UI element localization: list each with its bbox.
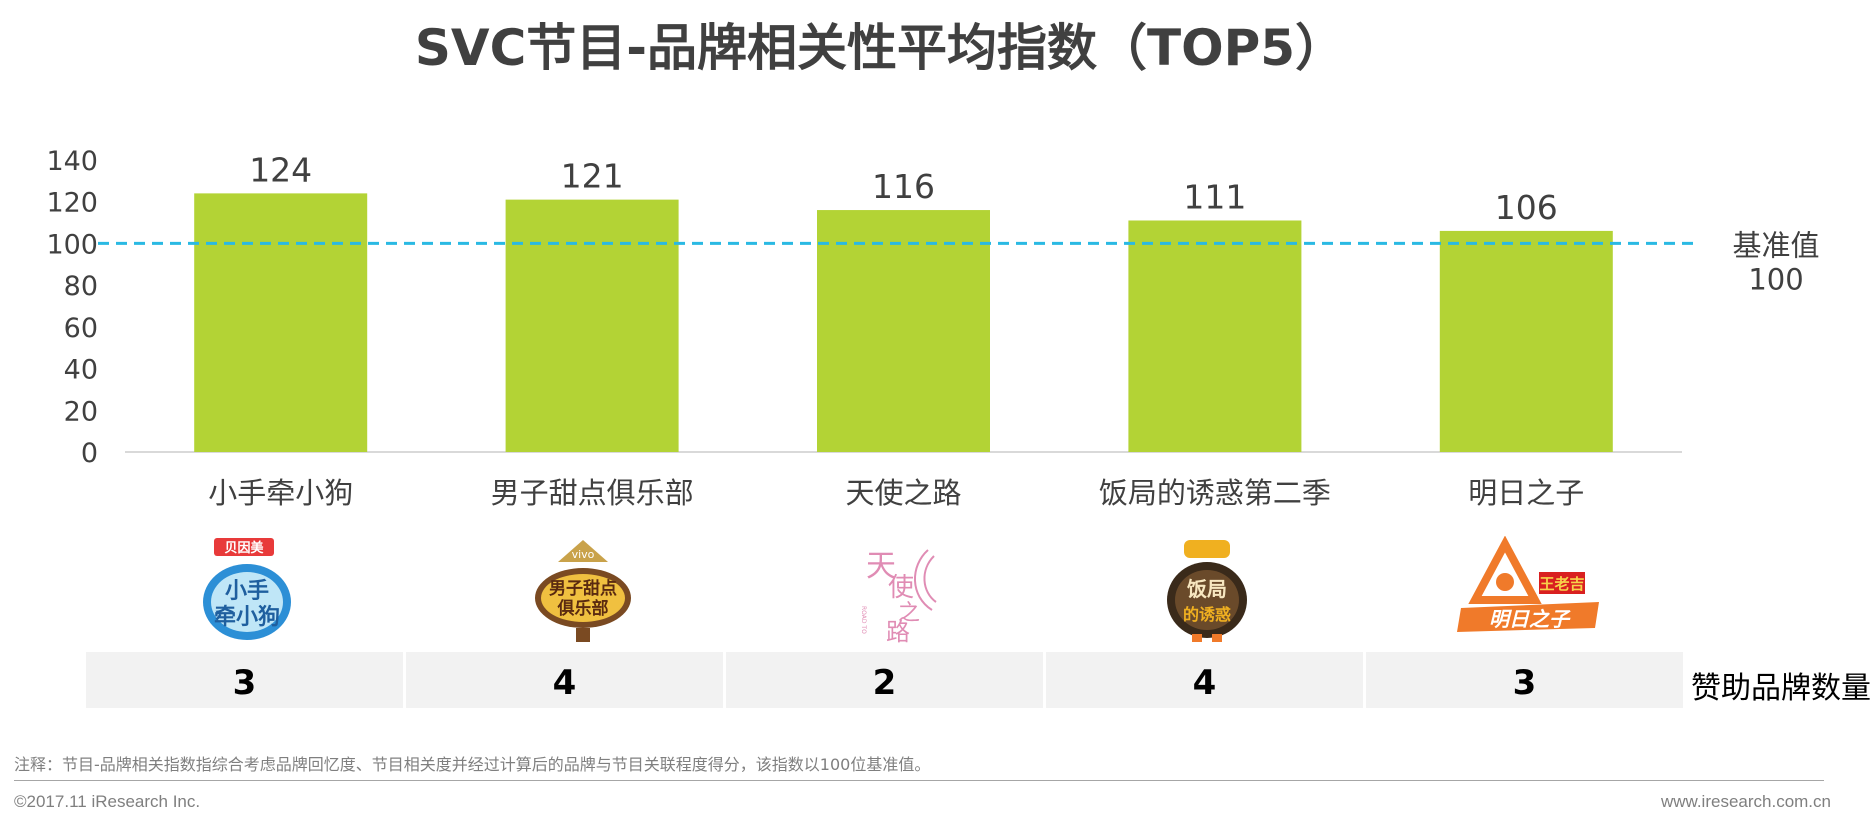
svg-text:明日之子: 明日之子 [1489,607,1571,631]
y-tick-label: 100 [46,229,98,260]
sponsor-count-label: 赞助品牌数量 [1691,671,1871,706]
svg-text:饭局: 饭局 [1187,577,1227,601]
svg-text:的诱惑: 的诱惑 [1183,605,1231,624]
svg-text:王老吉: 王老吉 [1539,575,1584,593]
footer-divider [14,780,1824,781]
baseline-value-label: 100 [1748,262,1803,296]
bar-value-label: 116 [872,167,935,206]
bar [1439,230,1613,452]
tianshi-zhilu-logo-icon: 天 使 之 路 ROAD TO [840,536,950,646]
bars [194,193,1613,452]
svg-text:小手: 小手 [225,579,269,604]
category-label: 小手牵小狗 [208,476,353,510]
svg-text:天: 天 [866,549,896,584]
category-label: 饭局的诱惑第二季 [1099,476,1331,510]
category-label: 天使之路 [845,476,961,510]
page-title: SVC节目-品牌相关性平均指数（TOP5） [414,19,1346,77]
bar [817,210,990,452]
svg-text:贝因美: 贝因美 [224,540,264,556]
svg-text:之: 之 [898,601,920,626]
fanju-de-youhuo-logo-icon: 饭局 的诱惑 [1152,536,1262,644]
sponsor-count-cell: 4 [406,652,723,708]
svg-text:使: 使 [888,573,914,603]
sponsor-count-cell: 2 [726,652,1043,708]
svg-text:俱乐部: 俱乐部 [557,598,609,619]
svg-text:ROAD TO: ROAD TO [860,606,867,634]
xiaoshou-qian-xiaogou-logo-icon: 贝因美 小手 牵小狗 [192,536,302,644]
bar [505,199,679,452]
y-tick-label: 40 [64,355,98,386]
y-axis-ticks: 0 20 40 60 80 100 120 140 [46,146,98,469]
svg-text:路: 路 [886,618,910,644]
baseline-label: 基准值 [1732,228,1819,262]
svg-text:男子甜点: 男子甜点 [549,578,617,599]
y-tick-label: 120 [46,188,98,219]
sponsor-count-cell: 3 [86,652,403,708]
sponsor-count-cell: 4 [1046,652,1363,708]
bar-value-label: 106 [1495,188,1558,227]
website-link: www.iresearch.com.cn [1660,792,1831,811]
nanzi-tiandian-julebu-logo-icon: vivo 男子甜点 俱乐部 [528,536,638,644]
bar [194,193,368,452]
y-tick-label: 80 [64,271,98,302]
y-tick-label: 0 [81,438,98,469]
mingri-zhizi-logo-icon: 王老吉 明日之子 [1455,535,1605,644]
svg-text:牵小狗: 牵小狗 [214,605,280,630]
category-label: 明日之子 [1468,476,1584,510]
y-tick-label: 20 [64,396,98,427]
category-labels: 小手牵小狗 男子甜点俱乐部 天使之路 饭局的诱惑第二季 明日之子 [208,476,1584,510]
footnote: 注释：节目-品牌相关指数指综合考虑品牌回忆度、节目相关度并经过计算后的品牌与节目… [14,755,931,774]
y-tick-label: 140 [46,146,98,177]
bar-value-label: 111 [1183,177,1246,216]
data-labels: 124 121 116 111 106 [249,150,1558,227]
bar-value-label: 124 [249,150,312,189]
svg-text:vivo: vivo [572,548,595,561]
category-label: 男子甜点俱乐部 [491,476,694,510]
bar-value-label: 121 [561,157,624,196]
bar-chart: 0 20 40 60 80 100 120 140 124 121 116 111 106 小手牵小狗… [46,146,1819,510]
sponsor-count-cell: 3 [1366,652,1683,708]
copyright: ©2017.11 iResearch Inc. [14,792,201,811]
y-tick-label: 60 [64,313,98,344]
bar [1128,220,1302,452]
